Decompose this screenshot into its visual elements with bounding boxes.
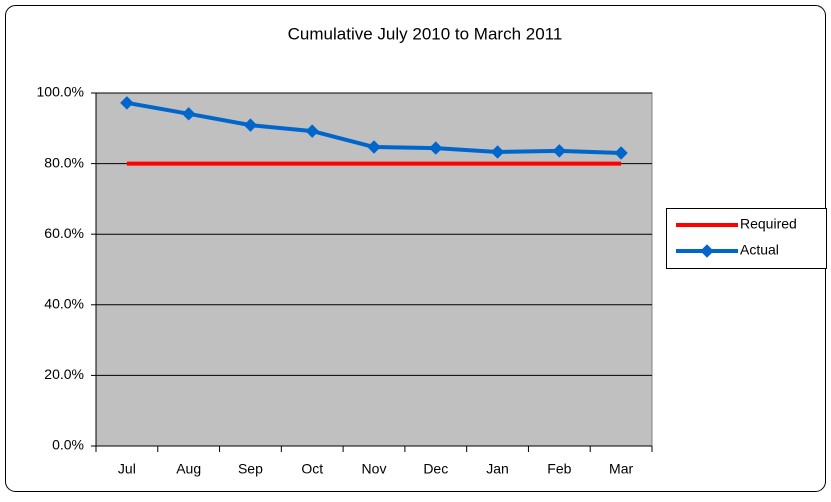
x-tick-label: Mar xyxy=(609,461,633,477)
x-tick-label: Feb xyxy=(547,461,571,477)
data-point xyxy=(490,145,505,159)
x-tick-label: Aug xyxy=(176,461,201,477)
data-point xyxy=(181,107,196,121)
x-tick-label: Nov xyxy=(362,461,387,477)
y-tick-label: 80.0% xyxy=(44,154,84,170)
data-point xyxy=(243,118,258,132)
x-tick-label: Oct xyxy=(301,461,323,477)
x-tick-label: Jan xyxy=(486,461,509,477)
x-tick-label: Jul xyxy=(118,461,136,477)
chart-title: Cumulative July 2010 to March 2011 xyxy=(288,24,563,43)
y-tick-label: 100.0% xyxy=(37,84,84,100)
y-tick-label: 60.0% xyxy=(44,225,84,241)
y-tick-label: 20.0% xyxy=(44,366,84,382)
data-point xyxy=(120,96,134,110)
y-tick-label: 40.0% xyxy=(44,296,84,312)
data-point xyxy=(614,146,628,160)
data-point xyxy=(552,144,567,158)
legend-label: Actual xyxy=(740,242,779,258)
legend-box xyxy=(666,208,827,269)
data-point xyxy=(429,141,443,155)
data-point xyxy=(305,124,319,138)
data-point xyxy=(367,140,381,154)
legend-label: Required xyxy=(740,216,797,232)
x-tick-label: Sep xyxy=(238,461,263,477)
legend-marker xyxy=(700,244,714,258)
x-tick-label: Dec xyxy=(423,461,448,477)
y-tick-label: 0.0% xyxy=(52,437,84,453)
